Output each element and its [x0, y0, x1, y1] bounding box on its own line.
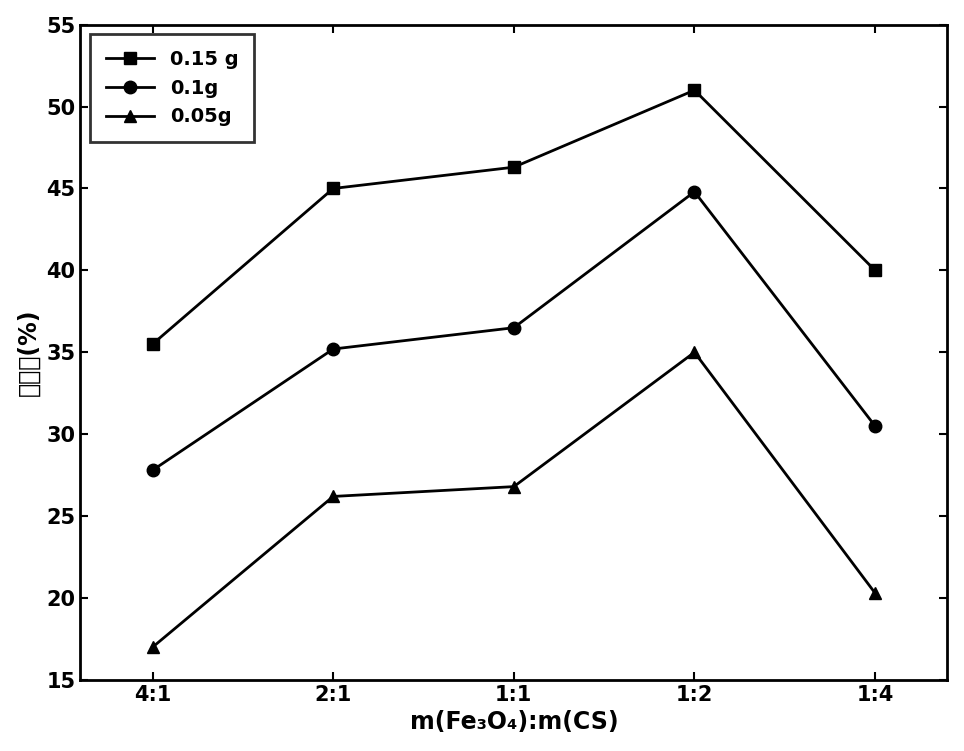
0.15 g [147, 339, 158, 348]
Legend: 0.15 g, 0.1g, 0.05g: 0.15 g, 0.1g, 0.05g [90, 35, 254, 142]
0.15 g [508, 163, 520, 172]
0.05g [688, 348, 700, 357]
0.15 g [870, 266, 881, 275]
0.05g [870, 589, 881, 598]
0.1g [147, 466, 158, 475]
0.1g [328, 345, 339, 354]
Line: 0.1g: 0.1g [147, 185, 881, 476]
0.1g [688, 187, 700, 196]
Y-axis label: 去除率(%): 去除率(%) [16, 309, 40, 396]
0.05g [147, 643, 158, 652]
X-axis label: m(Fe₃O₄):m(CS): m(Fe₃O₄):m(CS) [410, 710, 618, 734]
Line: 0.05g: 0.05g [147, 346, 881, 653]
Line: 0.15 g: 0.15 g [147, 84, 881, 351]
0.1g [870, 421, 881, 430]
0.15 g [688, 86, 700, 95]
0.1g [508, 323, 520, 332]
0.05g [328, 492, 339, 501]
0.05g [508, 482, 520, 491]
0.15 g [328, 184, 339, 193]
